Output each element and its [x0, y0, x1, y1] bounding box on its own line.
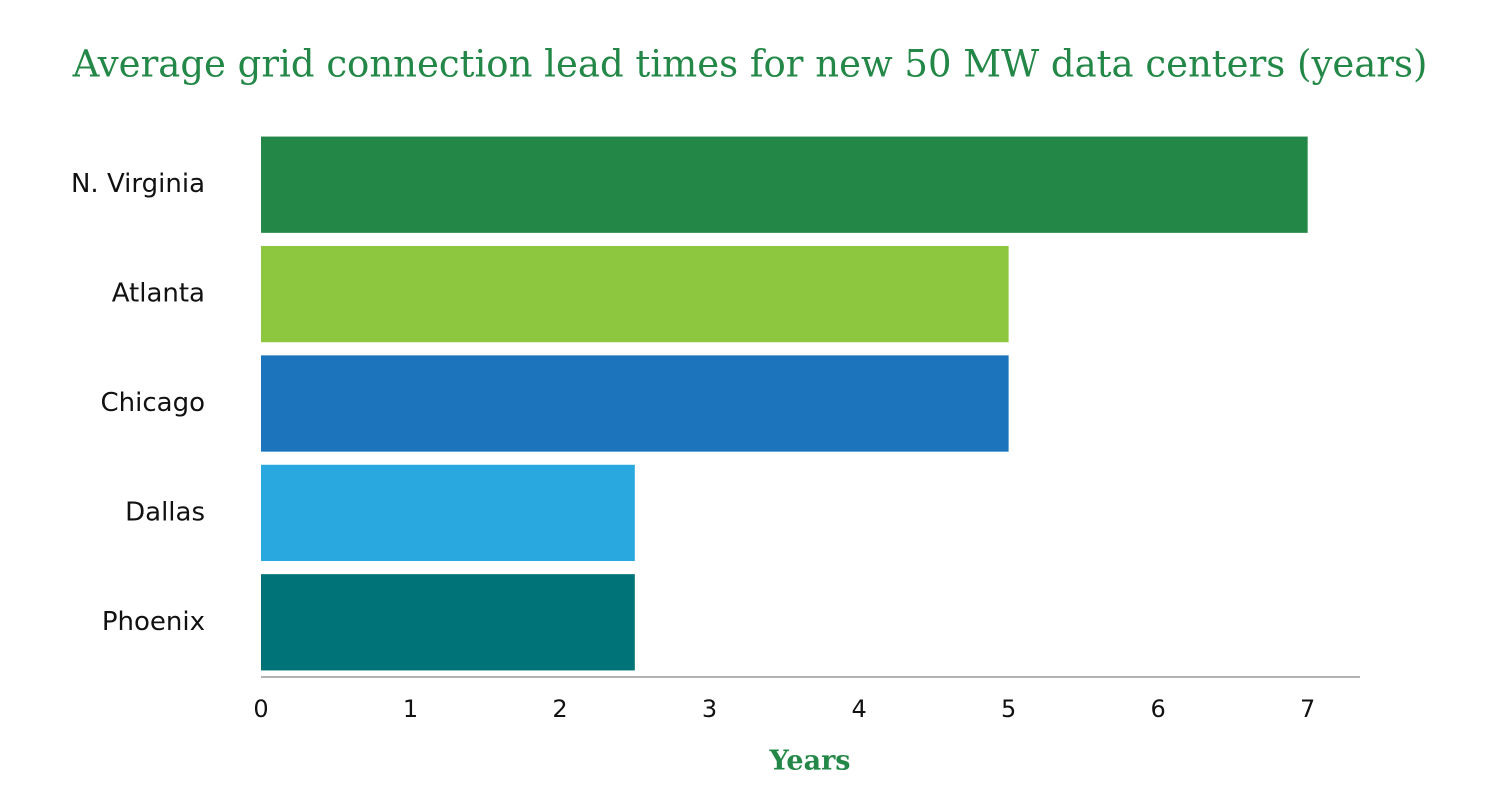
x-tick-label: 6: [1151, 695, 1166, 723]
y-tick-label: Chicago: [101, 388, 206, 418]
x-tick-label: 3: [702, 695, 717, 723]
y-tick-label: Phoenix: [102, 607, 205, 637]
bar: [261, 464, 635, 562]
y-tick-label: N. Virginia: [71, 169, 205, 199]
y-tick-label: Atlanta: [112, 279, 205, 309]
x-tick-label: 4: [851, 695, 866, 723]
bar: [261, 136, 1308, 233]
x-tick-label: 2: [552, 695, 567, 723]
bar: [261, 245, 1009, 343]
chart-title: Average grid connection lead times for n…: [72, 43, 1428, 86]
x-tick-label: 0: [253, 695, 268, 723]
bar: [261, 355, 1009, 452]
x-tick-label: 7: [1300, 695, 1315, 723]
x-axis-label: Years: [768, 746, 850, 777]
x-tick-label: 1: [403, 695, 418, 723]
bar: [261, 574, 635, 671]
x-tick-label: 5: [1001, 695, 1016, 723]
y-tick-label: Dallas: [125, 497, 205, 527]
